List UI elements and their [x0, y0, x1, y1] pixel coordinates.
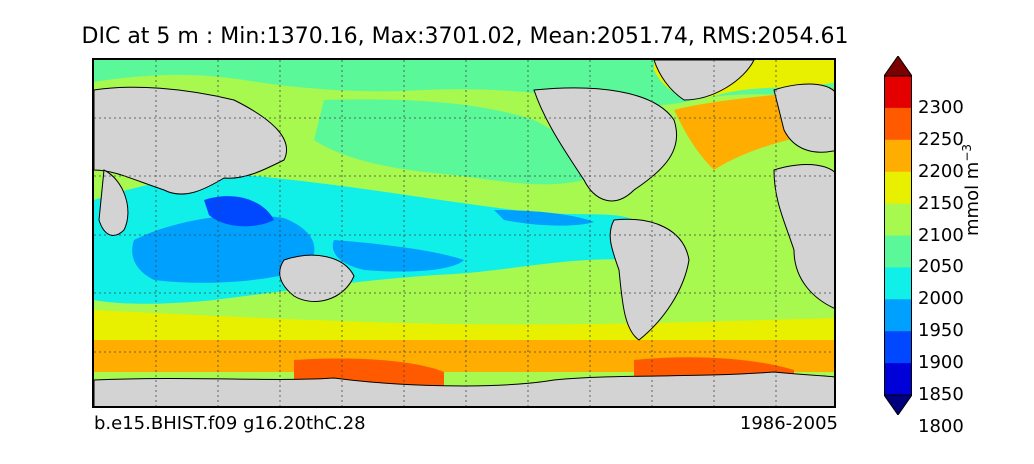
antarctica-landmass	[94, 371, 834, 406]
asia-landmass	[94, 86, 287, 195]
colorbar-segment	[884, 235, 912, 268]
colorbar-tick-label: 2200	[918, 160, 964, 182]
colorbar-extend-min	[884, 394, 912, 415]
colorbar-tick-label: 1800	[918, 415, 964, 437]
maritime-continent-low	[204, 196, 274, 227]
colorbar-tick-label: 2300	[918, 96, 964, 118]
map-grid	[94, 60, 834, 406]
colorbar	[884, 56, 912, 415]
colorbar-tick-label: 2150	[918, 192, 964, 214]
colorbar-segment	[884, 171, 912, 205]
model-run-label: b.e15.BHIST.f09 g16.20thC.28	[94, 413, 366, 434]
southern-yellow-band	[94, 310, 834, 342]
colorbar-segment	[884, 331, 912, 364]
colorbar-tick-label: 2000	[918, 288, 964, 310]
colorbar-extend-max	[884, 56, 912, 77]
time-period-label: 1986-2005	[739, 413, 838, 434]
colorbar-tick-label: 2050	[918, 256, 964, 278]
south-america-landmass	[609, 218, 690, 341]
colorbar-segment	[884, 139, 912, 173]
arctic-band	[94, 60, 834, 106]
colorbar-tick-label: 1950	[918, 320, 964, 342]
map-plot-area	[92, 58, 836, 408]
map-title: DIC at 5 m : Min:1370.16, Max:3701.02, M…	[81, 24, 849, 49]
colorbar-tick-label: 1850	[918, 384, 964, 405]
north-america-landmass	[533, 87, 678, 202]
north-pacific-zone	[314, 99, 587, 185]
dic-contour-map	[94, 60, 834, 406]
colorbar-segment	[884, 76, 912, 109]
africa-east-landmass	[98, 169, 129, 236]
indian-ocean-low	[132, 215, 315, 283]
colorbar-tick-label: 2100	[918, 224, 964, 246]
colorbar-frame	[884, 75, 912, 396]
africa-west-landmass	[773, 164, 834, 309]
colorbar-tick-label: 2250	[918, 128, 964, 150]
colorbar-segment	[884, 299, 912, 332]
south-pacific-low	[332, 240, 464, 272]
australia-landmass	[279, 254, 355, 302]
equatorial-pacific-low	[494, 210, 594, 226]
colorbar-tick-label: 1900	[918, 352, 964, 374]
colorbar-unit-label: mmol m−3	[960, 143, 983, 236]
colorbar-segment	[884, 267, 912, 300]
colorbar-segment	[884, 363, 912, 396]
colorbar-segment	[884, 203, 912, 236]
colorbar-segment	[884, 107, 912, 141]
greenland-landmass	[653, 60, 755, 101]
